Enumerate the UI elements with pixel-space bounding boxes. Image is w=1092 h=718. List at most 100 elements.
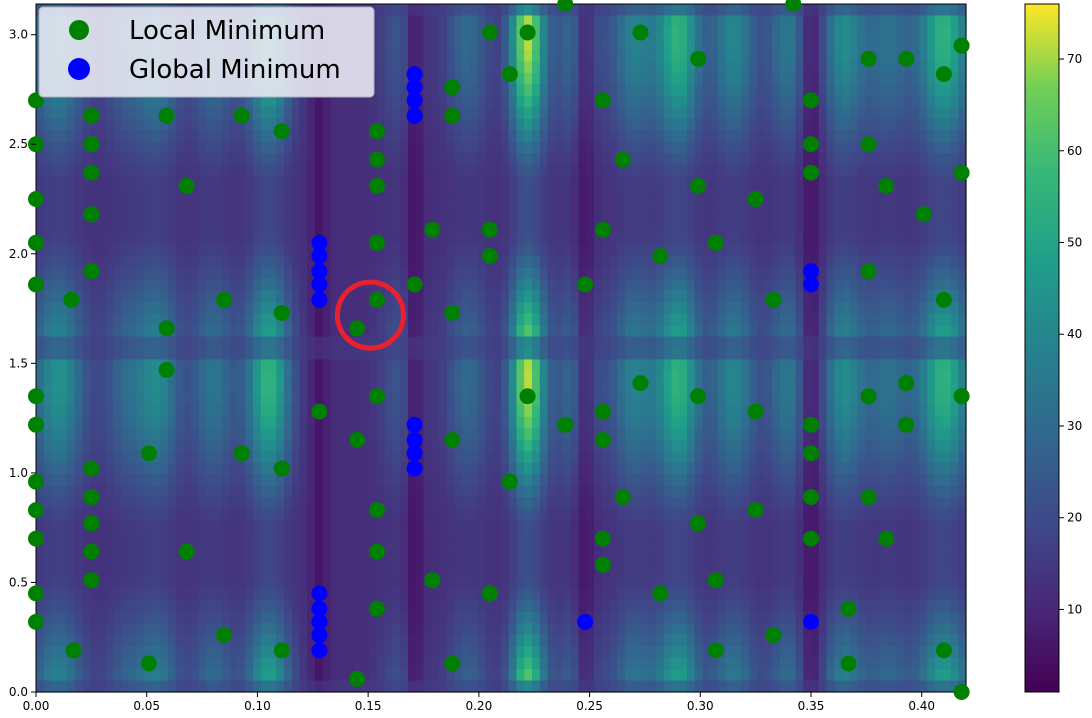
heatmap-cell: [284, 153, 293, 166]
heatmap-cell: [353, 370, 363, 383]
heatmap-cell: [570, 348, 580, 361]
heatmap-cell: [625, 267, 634, 280]
heatmap-cell: [625, 462, 634, 475]
heatmap-cell: [609, 107, 618, 120]
heatmap-cell: [59, 565, 68, 578]
heatmap-cell: [508, 95, 518, 108]
heatmap-cell: [315, 302, 324, 315]
heatmap-cell: [493, 497, 502, 510]
heatmap-cell: [663, 221, 673, 234]
heatmap-cell: [501, 26, 510, 39]
heatmap-cell: [338, 623, 347, 636]
heatmap-cell: [485, 370, 494, 383]
heatmap-cell: [601, 176, 611, 189]
heatmap-cell: [648, 577, 657, 590]
heatmap-cell: [98, 302, 107, 315]
heatmap-cell: [671, 451, 680, 464]
heatmap-cell: [640, 359, 649, 372]
heatmap-cell: [284, 325, 293, 338]
heatmap-cell: [648, 646, 657, 659]
heatmap-cell: [493, 4, 502, 17]
heatmap-cell: [98, 554, 107, 567]
heatmap-cell: [82, 302, 91, 315]
heatmap-cell: [105, 439, 115, 452]
heatmap-cell: [59, 531, 68, 544]
heatmap-cell: [648, 451, 657, 464]
heatmap-cell: [67, 164, 76, 177]
heatmap-cell: [260, 669, 270, 682]
heatmap-cell: [43, 279, 53, 292]
heatmap-cell: [183, 611, 192, 624]
heatmap-cell: [632, 302, 642, 315]
heatmap-cell: [609, 26, 618, 39]
heatmap-cell: [291, 554, 301, 567]
heatmap-cell: [485, 634, 494, 647]
heatmap-cell: [74, 95, 84, 108]
heatmap-cell: [315, 531, 324, 544]
heatmap-cell: [229, 577, 239, 590]
heatmap-cell: [609, 313, 618, 326]
heatmap-cell: [563, 15, 572, 28]
heatmap-cell: [640, 439, 649, 452]
heatmap-cell: [547, 267, 556, 280]
heatmap-cell: [454, 38, 463, 51]
heatmap-cell: [477, 508, 487, 521]
heatmap-cell: [431, 325, 440, 338]
heatmap-cell: [284, 508, 293, 521]
heatmap-cell: [601, 244, 611, 257]
heatmap-cell: [129, 634, 138, 647]
heatmap-cell: [392, 38, 401, 51]
heatmap-cell: [105, 221, 115, 234]
heatmap-cell: [462, 542, 471, 555]
heatmap-cell: [237, 198, 246, 211]
heatmap-cell: [98, 382, 107, 395]
heatmap-cell: [563, 520, 572, 533]
heatmap-cell: [493, 210, 502, 223]
heatmap-cell: [462, 577, 471, 590]
heatmap-cell: [59, 428, 68, 441]
heatmap-cell: [415, 267, 425, 280]
heatmap-cell: [423, 439, 432, 452]
heatmap-cell: [237, 405, 246, 418]
heatmap-cell: [485, 95, 494, 108]
heatmap-cell: [198, 290, 208, 303]
heatmap-cell: [524, 577, 533, 590]
heatmap-cell: [625, 634, 634, 647]
heatmap-cell: [400, 176, 409, 189]
heatmap-cell: [175, 244, 184, 257]
heatmap-cell: [129, 588, 138, 601]
heatmap-cell: [36, 256, 45, 269]
heatmap-cell: [462, 49, 471, 62]
heatmap-cell: [105, 588, 115, 601]
heatmap-cell: [307, 474, 316, 487]
heatmap-cell: [501, 290, 510, 303]
heatmap-cell: [377, 84, 386, 97]
heatmap-cell: [632, 290, 642, 303]
heatmap-cell: [563, 577, 572, 590]
heatmap-cell: [400, 210, 409, 223]
heatmap-cell: [229, 623, 239, 636]
heatmap-cell: [431, 348, 440, 361]
heatmap-cell: [237, 623, 246, 636]
heatmap-cell: [532, 244, 541, 257]
heatmap-cell: [98, 462, 107, 475]
heatmap-cell: [206, 313, 215, 326]
heatmap-cell: [105, 508, 115, 521]
heatmap-cell: [67, 474, 76, 487]
heatmap-cell: [74, 474, 84, 487]
heatmap-cell: [307, 428, 316, 441]
heatmap-cell: [105, 565, 115, 578]
heatmap-cell: [214, 588, 223, 601]
heatmap-cell: [648, 405, 657, 418]
heatmap-cell: [338, 313, 347, 326]
heatmap-cell: [206, 588, 215, 601]
heatmap-cell: [601, 520, 611, 533]
heatmap-cell: [493, 279, 502, 292]
heatmap-cell: [485, 279, 494, 292]
heatmap-cell: [198, 348, 208, 361]
heatmap-cell: [532, 554, 541, 567]
heatmap-cell: [167, 611, 177, 624]
heatmap-cell: [400, 370, 409, 383]
heatmap-cell: [446, 474, 456, 487]
heatmap-cell: [415, 290, 425, 303]
